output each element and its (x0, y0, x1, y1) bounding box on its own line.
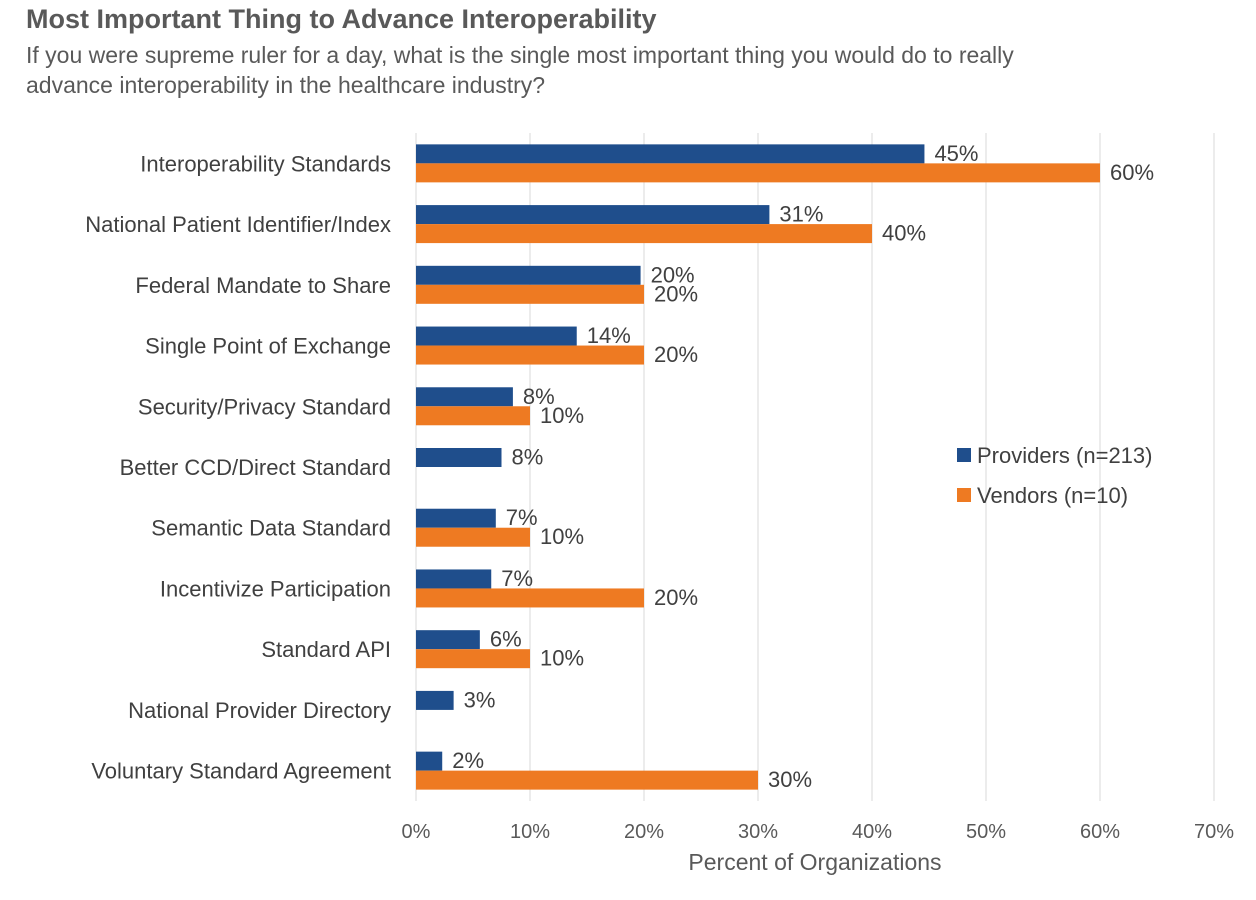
bar-vendors (416, 649, 530, 669)
data-label: 3% (464, 687, 496, 712)
data-label: 14% (587, 323, 631, 348)
data-label: 20% (651, 262, 695, 287)
data-label: 10% (540, 646, 584, 671)
data-label: 30% (768, 767, 812, 792)
category-label: Semantic Data Standard (151, 516, 391, 541)
bar-vendors (416, 284, 644, 304)
legend-swatch (957, 488, 971, 502)
bar-providers (416, 448, 502, 467)
data-label: 40% (882, 221, 926, 246)
category-label: National Provider Directory (128, 698, 391, 723)
x-tick-label: 40% (852, 821, 892, 843)
data-label: 31% (779, 202, 823, 227)
bar-providers (416, 751, 443, 771)
data-label: 20% (654, 342, 698, 367)
bar-vendors (416, 588, 644, 608)
bar-providers (416, 144, 925, 164)
data-label: 2% (452, 748, 484, 773)
x-tick-label: 20% (624, 821, 664, 843)
data-label: 20% (654, 281, 698, 306)
gridlines (415, 133, 1215, 801)
category-label: Better CCD/Direct Standard (120, 455, 391, 480)
category-label: Interoperability Standards (140, 151, 391, 176)
data-label: 6% (490, 627, 522, 652)
bar-providers (416, 630, 480, 650)
data-label: 20% (654, 585, 698, 610)
category-labels: Interoperability Standards National Patie… (85, 151, 391, 783)
bar-vendors (416, 406, 530, 426)
x-tick-label: 10% (510, 821, 550, 843)
data-label: 7% (501, 566, 533, 591)
data-label: 8% (523, 384, 555, 409)
bar-vendors (416, 224, 872, 244)
data-label: 10% (540, 403, 584, 428)
x-tick-label: 0% (402, 821, 431, 843)
data-label: 60% (1110, 160, 1154, 185)
bar-providers (416, 690, 454, 710)
data-label: 10% (540, 524, 584, 549)
data-label: 45% (934, 141, 978, 166)
legend: Providers (n=213) Vendors (n=10) (957, 443, 1152, 508)
category-label: Incentivize Participation (160, 576, 391, 601)
category-label: Single Point of Exchange (145, 334, 391, 359)
category-label: Standard API (261, 637, 391, 662)
x-tick-labels: 0% 10% 20% 30% 40% 50% 60% 70% (402, 821, 1235, 843)
category-label: Federal Mandate to Share (135, 273, 391, 298)
legend-swatch (957, 448, 971, 462)
category-label: Voluntary Standard Agreement (91, 759, 391, 784)
data-label: 8% (512, 445, 544, 470)
category-label: National Patient Identifier/Index (85, 212, 391, 237)
x-tick-label: 60% (1080, 821, 1120, 843)
bar-vendors (416, 527, 530, 547)
data-label: 7% (506, 505, 538, 530)
category-label: Security/Privacy Standard (138, 394, 391, 419)
bar-providers (416, 508, 496, 528)
bar-vendors (416, 770, 758, 790)
x-axis-label: Percent of Organizations (688, 849, 941, 875)
bar-vendors (416, 345, 644, 365)
bar-providers (416, 387, 513, 407)
bars: 45%60%31%40%20%20%14%20%8%10%8%7%10%7%20… (416, 141, 1154, 792)
x-tick-label: 70% (1194, 821, 1234, 843)
bar-providers (416, 326, 577, 346)
legend-entry: Providers (n=213) (977, 443, 1152, 468)
chart-title: Most Important Thing to Advance Interope… (26, 4, 657, 34)
bar-vendors (416, 163, 1100, 183)
x-tick-label: 30% (738, 821, 778, 843)
legend-entry: Vendors (n=10) (977, 483, 1128, 508)
chart-subtitle: If you were supreme ruler for a day, wha… (26, 42, 1014, 98)
bar-providers (416, 205, 770, 225)
x-tick-label: 50% (966, 821, 1006, 843)
bar-providers (416, 569, 492, 589)
bar-providers (416, 265, 641, 285)
